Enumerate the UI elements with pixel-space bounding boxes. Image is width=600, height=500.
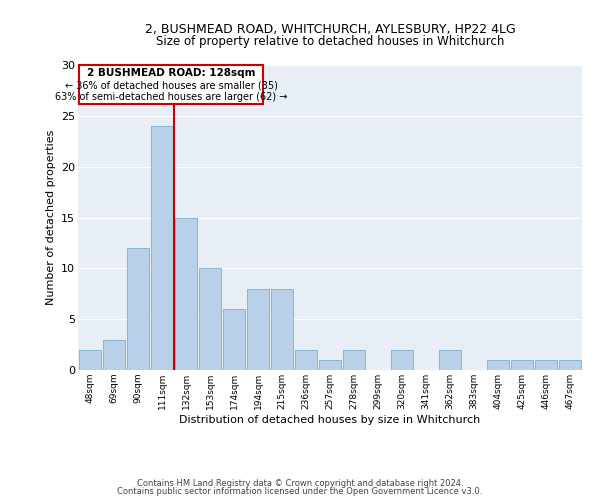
Text: Size of property relative to detached houses in Whitchurch: Size of property relative to detached ho… xyxy=(156,35,504,48)
Bar xyxy=(391,350,413,370)
Text: Contains HM Land Registry data © Crown copyright and database right 2024.: Contains HM Land Registry data © Crown c… xyxy=(137,478,463,488)
Bar xyxy=(151,126,173,370)
Bar xyxy=(559,360,581,370)
Bar xyxy=(295,350,317,370)
Text: Contains public sector information licensed under the Open Government Licence v3: Contains public sector information licen… xyxy=(118,487,482,496)
Text: 2 BUSHMEAD ROAD: 128sqm: 2 BUSHMEAD ROAD: 128sqm xyxy=(87,68,255,78)
Bar xyxy=(223,309,245,370)
Bar xyxy=(247,288,269,370)
Bar xyxy=(199,268,221,370)
X-axis label: Distribution of detached houses by size in Whitchurch: Distribution of detached houses by size … xyxy=(179,414,481,424)
Bar xyxy=(511,360,533,370)
Bar xyxy=(79,350,101,370)
Bar xyxy=(103,340,125,370)
Bar xyxy=(343,350,365,370)
Bar xyxy=(439,350,461,370)
Bar xyxy=(271,288,293,370)
Bar xyxy=(79,65,263,104)
Text: 2, BUSHMEAD ROAD, WHITCHURCH, AYLESBURY, HP22 4LG: 2, BUSHMEAD ROAD, WHITCHURCH, AYLESBURY,… xyxy=(145,22,515,36)
Bar xyxy=(487,360,509,370)
Text: 63% of semi-detached houses are larger (62) →: 63% of semi-detached houses are larger (… xyxy=(55,92,287,102)
Y-axis label: Number of detached properties: Number of detached properties xyxy=(46,130,56,305)
Bar xyxy=(127,248,149,370)
Bar xyxy=(535,360,557,370)
Bar xyxy=(175,218,197,370)
Text: ← 36% of detached houses are smaller (35): ← 36% of detached houses are smaller (35… xyxy=(65,80,277,90)
Bar xyxy=(319,360,341,370)
